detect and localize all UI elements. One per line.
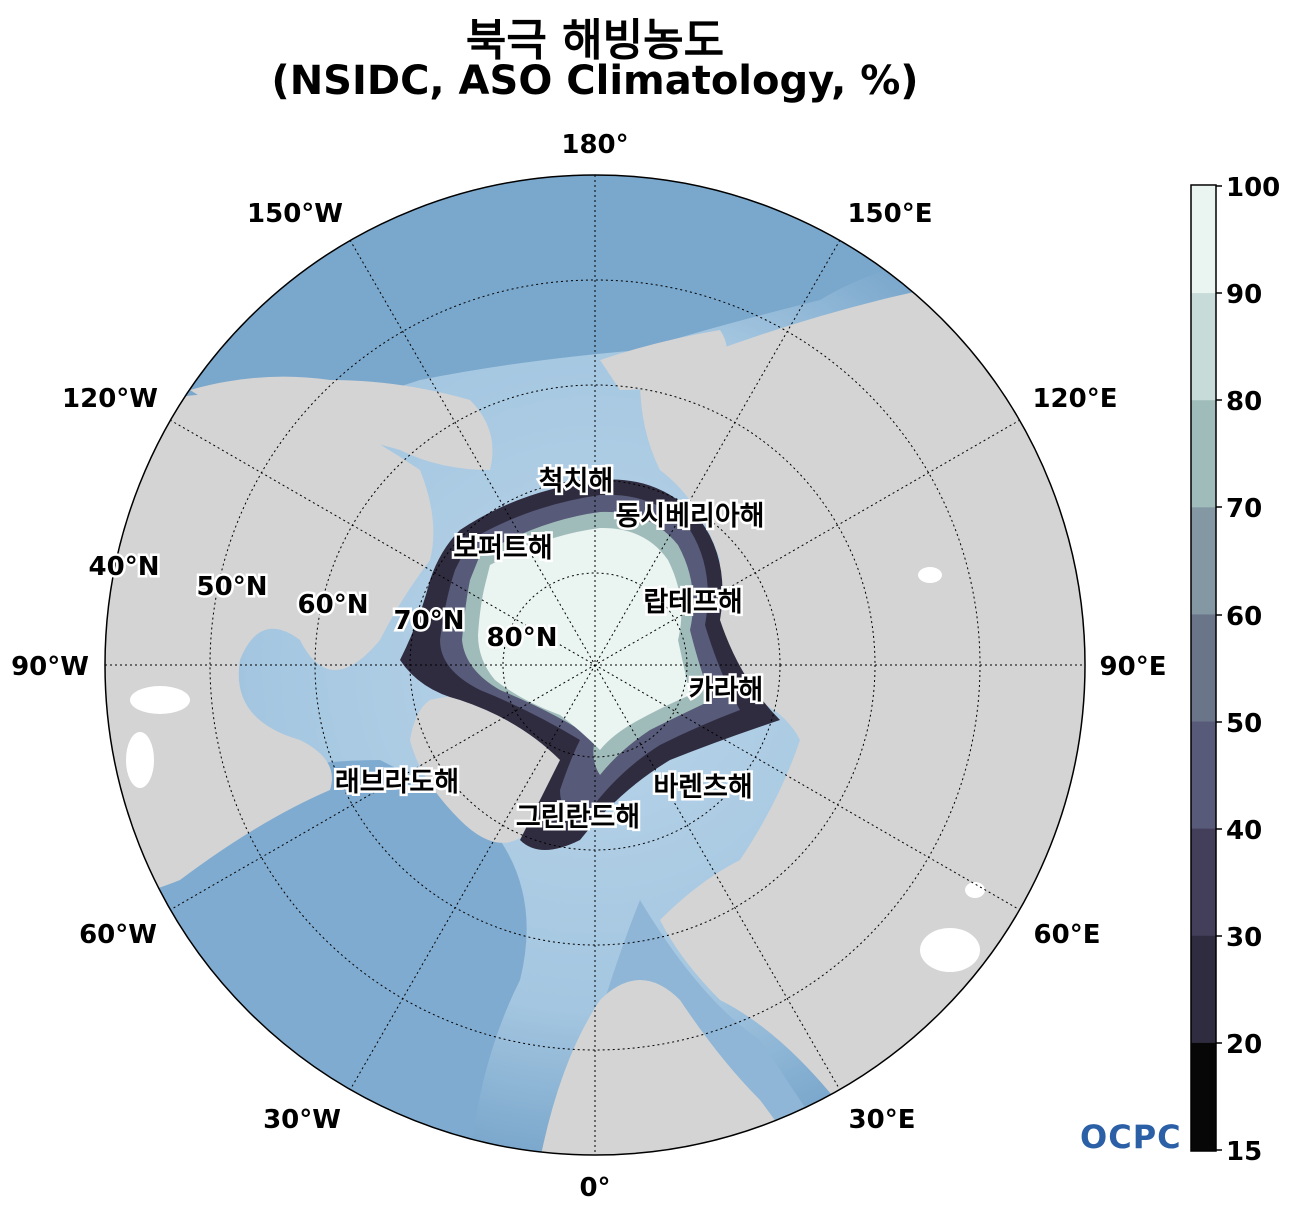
land xyxy=(105,260,1085,1155)
colorbar-frame xyxy=(1190,184,1217,1152)
sea-label-greenland: 그린란드해 xyxy=(516,802,640,833)
sea-label-east-siberian: 동시베리아해 xyxy=(615,501,764,532)
lon-label-120w: 120°W xyxy=(62,384,158,414)
lon-label-0: 0° xyxy=(579,1173,610,1203)
colorbar-segment xyxy=(1191,186,1216,294)
lon-label-150w: 150°W xyxy=(247,199,343,229)
graticule xyxy=(105,175,1085,1155)
colorbar-tick-20: 20 xyxy=(1226,1030,1262,1060)
sea-label-chukchi: 척치해 xyxy=(539,466,614,497)
lat-label-80n: 80°N xyxy=(487,623,558,653)
map-subtitle: (NSIDC, ASO Climatology, %) xyxy=(271,58,919,104)
sea-label-beaufort: 보퍼트해 xyxy=(453,533,552,564)
colorbar-tick-90: 90 xyxy=(1226,280,1262,310)
lon-label-30e: 30°E xyxy=(849,1105,916,1135)
colorbar-tick-70: 70 xyxy=(1226,494,1262,524)
lat-label-50n: 50°N xyxy=(197,572,268,602)
colorbar-segment xyxy=(1191,400,1216,508)
map-title: 북극 해빙농도 xyxy=(465,15,725,66)
lon-label-150e: 150°E xyxy=(847,199,932,229)
colorbar-segment xyxy=(1191,1042,1216,1151)
colorbar: 100 90 80 70 60 50 40 30 20 15 xyxy=(1190,173,1280,1167)
colorbar-tick-marks xyxy=(1216,185,1222,1151)
lon-label-90w: 90°W xyxy=(11,652,89,682)
ocpc-logo: OCPC xyxy=(1080,1118,1182,1156)
colorbar-segment xyxy=(1191,935,1216,1044)
colorbar-segments xyxy=(1191,186,1216,1151)
lat-label-40n: 40°N xyxy=(89,552,160,582)
colorbar-segment xyxy=(1191,614,1216,723)
colorbar-tick-60: 60 xyxy=(1226,602,1262,632)
sea-label-barents: 바렌츠해 xyxy=(653,772,752,803)
lon-label-120e: 120°E xyxy=(1032,384,1117,414)
lon-label-30w: 30°W xyxy=(263,1105,341,1135)
lat-label-70n: 70°N xyxy=(394,606,465,636)
lon-label-180: 180° xyxy=(561,130,628,160)
colorbar-tick-15: 15 xyxy=(1226,1137,1262,1167)
colorbar-tick-100: 100 xyxy=(1226,173,1280,203)
sea-label-laptev: 랍테프해 xyxy=(643,587,742,618)
colorbar-tick-30: 30 xyxy=(1226,923,1262,953)
lon-label-60e: 60°E xyxy=(1034,920,1101,950)
lakes xyxy=(126,567,985,972)
colorbar-segment xyxy=(1191,828,1216,937)
colorbar-segment xyxy=(1191,507,1216,615)
colorbar-segment xyxy=(1191,721,1216,830)
lon-label-60w: 60°W xyxy=(79,920,157,950)
colorbar-tick-80: 80 xyxy=(1226,387,1262,417)
colorbar-tick-40: 40 xyxy=(1226,816,1262,846)
lon-label-90e: 90°E xyxy=(1100,652,1167,682)
sea-label-kara: 카라해 xyxy=(689,675,764,706)
lat-label-60n: 60°N xyxy=(298,590,369,620)
colorbar-segment xyxy=(1191,293,1216,401)
map-boundary xyxy=(104,174,1086,1156)
sea-label-labrador: 래브라도해 xyxy=(335,767,459,798)
colorbar-tick-50: 50 xyxy=(1226,709,1262,739)
